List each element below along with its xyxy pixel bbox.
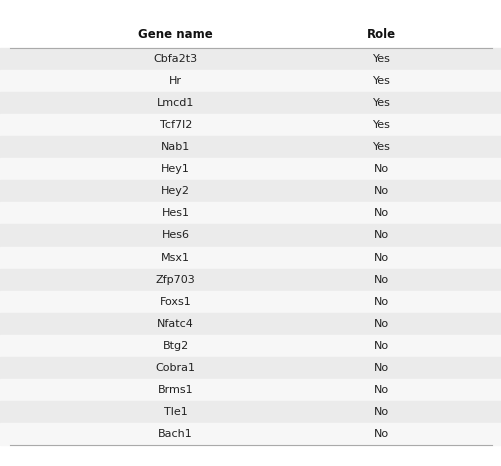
Bar	[0, 247, 501, 268]
Text: Yes: Yes	[372, 76, 390, 86]
Text: No: No	[373, 231, 388, 240]
Text: Role: Role	[366, 28, 395, 41]
Text: No: No	[373, 429, 388, 439]
Bar	[0, 379, 501, 401]
Text: Yes: Yes	[372, 98, 390, 108]
Bar	[0, 136, 501, 158]
Text: Tle1: Tle1	[163, 407, 187, 417]
Text: Hey2: Hey2	[161, 186, 190, 196]
Text: No: No	[373, 253, 388, 262]
Text: No: No	[373, 319, 388, 329]
Text: No: No	[373, 186, 388, 196]
Bar	[0, 158, 501, 180]
Bar	[0, 114, 501, 136]
Text: Zfp703: Zfp703	[155, 274, 195, 285]
Bar	[0, 21, 501, 48]
Bar	[0, 357, 501, 379]
Bar	[0, 225, 501, 247]
Text: No: No	[373, 164, 388, 174]
Bar	[0, 401, 501, 423]
Text: Yes: Yes	[372, 142, 390, 152]
Text: No: No	[373, 274, 388, 285]
Text: Hes6: Hes6	[161, 231, 189, 240]
Bar	[0, 335, 501, 357]
Text: Brms1: Brms1	[158, 385, 193, 395]
Text: No: No	[373, 363, 388, 373]
Text: Yes: Yes	[372, 120, 390, 130]
Text: Msx1: Msx1	[161, 253, 190, 262]
Text: Bach1: Bach1	[158, 429, 193, 439]
Text: No: No	[373, 297, 388, 307]
Text: No: No	[373, 341, 388, 351]
Bar	[0, 313, 501, 335]
Text: Nab1: Nab1	[161, 142, 190, 152]
Bar	[0, 291, 501, 313]
Text: No: No	[373, 385, 388, 395]
Text: Hr: Hr	[169, 76, 182, 86]
Bar	[0, 92, 501, 114]
Bar	[0, 202, 501, 225]
Text: Nfatc4: Nfatc4	[157, 319, 194, 329]
Bar	[0, 423, 501, 445]
Text: Cobra1: Cobra1	[155, 363, 195, 373]
Text: Gene name: Gene name	[138, 28, 212, 41]
Text: No: No	[373, 208, 388, 219]
Text: Btg2: Btg2	[162, 341, 188, 351]
Text: Cbfa2t3: Cbfa2t3	[153, 54, 197, 64]
Text: Lmcd1: Lmcd1	[157, 98, 194, 108]
Text: Hes1: Hes1	[161, 208, 189, 219]
Bar	[0, 180, 501, 202]
Bar	[0, 268, 501, 291]
Text: Tcf7l2: Tcf7l2	[159, 120, 191, 130]
Text: Foxs1: Foxs1	[159, 297, 191, 307]
Bar	[0, 70, 501, 92]
Text: Hey1: Hey1	[161, 164, 190, 174]
Text: No: No	[373, 407, 388, 417]
Text: Yes: Yes	[372, 54, 390, 64]
Bar	[0, 48, 501, 70]
